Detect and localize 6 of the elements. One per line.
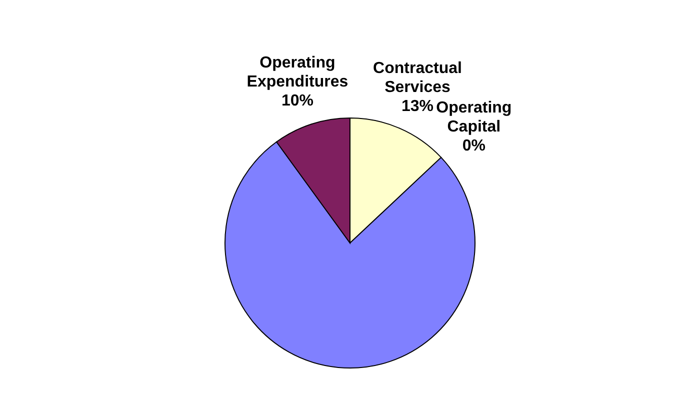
slice-label: Operating Expenditures bbox=[246, 54, 348, 90]
data-label: 13% bbox=[402, 97, 434, 114]
text: 0% bbox=[462, 137, 486, 154]
category-label: Operating Capital bbox=[436, 99, 512, 136]
data-label: 10% bbox=[281, 92, 314, 109]
slice-label: Contractual Services bbox=[373, 59, 462, 96]
